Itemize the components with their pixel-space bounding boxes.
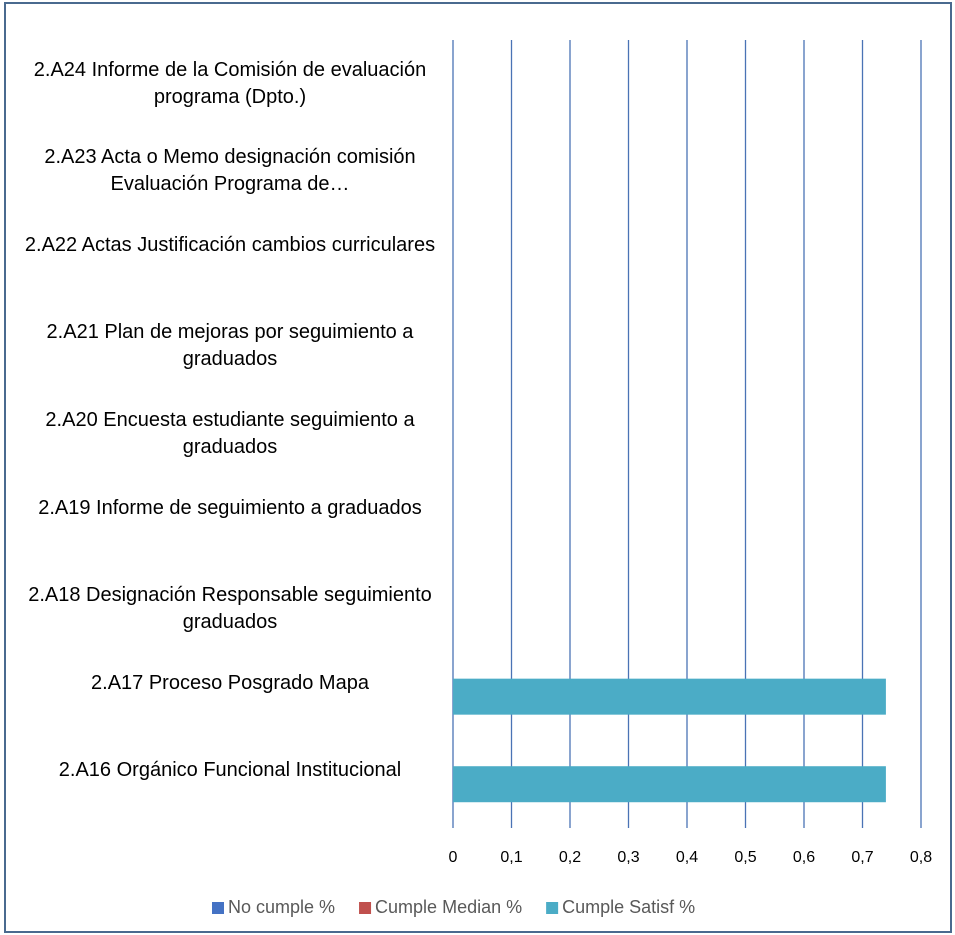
category-label: 2.A19 Informe de seguimiento a graduados xyxy=(38,496,422,519)
category-label: 2.A20 Encuesta estudiante seguimiento a … xyxy=(45,409,415,458)
legend-label: Cumple Satisf % xyxy=(562,897,695,917)
x-tick-label: 0,6 xyxy=(793,849,815,866)
x-tick-label: 0 xyxy=(449,849,458,866)
x-tick-label: 0,2 xyxy=(559,849,581,866)
category-label: 2.A17 Proceso Posgrado Mapa xyxy=(91,671,369,694)
x-tick-label: 0,8 xyxy=(910,849,932,866)
x-tick-label: 0,7 xyxy=(851,849,873,866)
legend-label: No cumple % xyxy=(228,897,335,917)
legend-swatch xyxy=(212,902,224,914)
category-label: 2.A21 Plan de mejoras por seguimiento a … xyxy=(46,321,414,371)
legend-swatch xyxy=(359,902,372,914)
legend-label: Cumple Median % xyxy=(375,897,522,917)
bar xyxy=(453,766,886,803)
category-label: 2.A24 Informe de la Comisión de evaluaci… xyxy=(33,58,427,108)
category-label: 2.A23 Acta o Memo designación comisión E… xyxy=(44,146,416,196)
category-label: 2.A18 Designación Responsable seguimient… xyxy=(28,584,432,634)
chart-border xyxy=(4,2,952,933)
x-tick-label: 0,5 xyxy=(734,849,756,866)
category-label: 2.A22 Actas Justificación cambios curric… xyxy=(24,233,436,256)
x-tick-label: 0,4 xyxy=(676,849,698,866)
x-tick-label: 0,3 xyxy=(617,849,639,866)
legend-swatch xyxy=(546,902,559,914)
category-label: 2.A16 Orgánico Funcional Institucional xyxy=(58,759,402,782)
x-tick-label: 0,1 xyxy=(500,849,522,866)
bar xyxy=(453,678,886,715)
